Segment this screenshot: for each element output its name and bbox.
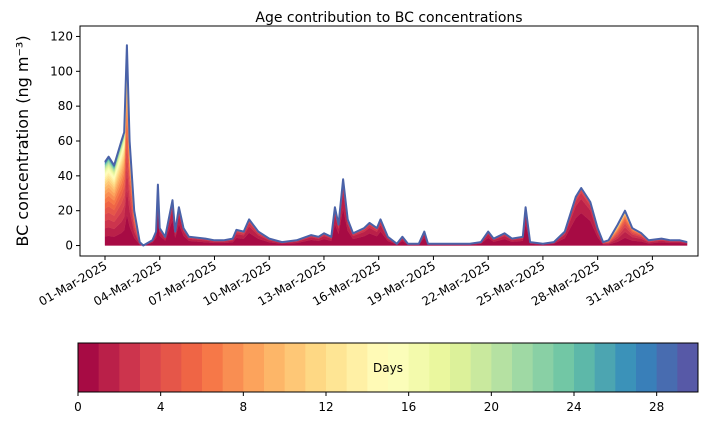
age-layer-23-days bbox=[104, 47, 688, 246]
colorbar-bin-6 bbox=[202, 343, 224, 392]
age-layer-5-days bbox=[104, 117, 688, 246]
colorbar-bin-12 bbox=[326, 343, 348, 392]
colorbar-bin-15 bbox=[388, 343, 410, 392]
colorbar-bin-26 bbox=[615, 343, 637, 392]
colorbar-bin-22 bbox=[532, 343, 554, 392]
y-tick-label: 120 bbox=[50, 29, 73, 43]
colorbar-tick-label: 28 bbox=[649, 400, 664, 414]
colorbar-tick-label: 0 bbox=[74, 400, 82, 414]
x-axis: 01-Mar-202504-Mar-202507-Mar-202510-Mar-… bbox=[36, 256, 657, 309]
colorbar-bin-3 bbox=[140, 343, 162, 392]
colorbar-bin-27 bbox=[636, 343, 658, 392]
age-layer-3-days bbox=[104, 147, 688, 246]
age-layer-7-days bbox=[104, 96, 688, 246]
age-layer-15-days bbox=[104, 57, 688, 246]
colorbar-bin-23 bbox=[553, 343, 575, 392]
y-tick-label: 80 bbox=[58, 99, 73, 113]
colorbar-bin-1 bbox=[98, 343, 120, 392]
age-layer-18-days bbox=[104, 52, 688, 246]
colorbar-bin-18 bbox=[450, 343, 472, 392]
chart-title: Age contribution to BC concentrations bbox=[255, 10, 522, 26]
colorbar-bin-7 bbox=[222, 343, 244, 392]
colorbar-tick-label: 8 bbox=[240, 400, 248, 414]
age-layer-25-days bbox=[104, 46, 688, 246]
age-layer-20-days bbox=[104, 49, 688, 246]
age-layer-9-days bbox=[104, 81, 688, 246]
colorbar-bin-13 bbox=[346, 343, 368, 392]
colorbar-bin-0 bbox=[78, 343, 100, 392]
age-layer-27-days bbox=[104, 45, 688, 246]
y-axis: 0 20 40 60 80 100 120 bbox=[50, 29, 80, 253]
total-concentration-line bbox=[104, 44, 688, 247]
colorbar-bin-20 bbox=[491, 343, 513, 392]
colorbar-bin-10 bbox=[284, 343, 306, 392]
age-layer-8-days bbox=[104, 88, 688, 246]
colorbar-bin-2 bbox=[119, 343, 141, 392]
age-layer-21-days bbox=[104, 48, 688, 246]
age-layer-11-days bbox=[104, 71, 688, 246]
y-tick-label: 60 bbox=[58, 134, 73, 148]
age-layer-17-days bbox=[104, 53, 688, 246]
y-tick-label: 0 bbox=[65, 239, 73, 253]
colorbar-tick-label: 20 bbox=[484, 400, 499, 414]
colorbar-bin-17 bbox=[429, 343, 451, 392]
colorbar-bin-24 bbox=[574, 343, 596, 392]
y-tick-label: 40 bbox=[58, 169, 73, 183]
colorbar-bin-9 bbox=[264, 343, 286, 392]
age-layer-19-days bbox=[104, 50, 688, 246]
plot-area bbox=[104, 44, 688, 247]
colorbar-tick-label: 24 bbox=[566, 400, 581, 414]
colorbar-bin-4 bbox=[160, 343, 182, 392]
age-layer-4-days bbox=[104, 131, 688, 246]
colorbar-bin-19 bbox=[470, 343, 492, 392]
age-layer-13-days bbox=[104, 63, 688, 246]
colorbar-bin-14 bbox=[367, 343, 389, 392]
age-layer-28-days bbox=[104, 45, 688, 246]
colorbar-bin-11 bbox=[305, 343, 327, 392]
age-layer-6-days bbox=[104, 106, 688, 246]
colorbar-tick-label: 4 bbox=[157, 400, 165, 414]
age-layer-12-days bbox=[104, 66, 688, 246]
age-layer-24-days bbox=[104, 46, 688, 246]
colorbar-bin-25 bbox=[594, 343, 616, 392]
colorbar-frame bbox=[77, 342, 699, 393]
age-layer-22-days bbox=[104, 48, 688, 246]
colorbar-bin-29 bbox=[677, 343, 699, 392]
age-layer-14-days bbox=[104, 60, 688, 246]
y-axis-label: BC concentration (ng m⁻³) bbox=[13, 35, 32, 246]
colorbar-label: Days bbox=[373, 361, 403, 375]
age-layer-10-days bbox=[104, 76, 688, 246]
age-layer-16-days bbox=[104, 55, 688, 246]
age-layer-29-days bbox=[104, 45, 688, 246]
colorbar-tick-label: 16 bbox=[401, 400, 416, 414]
y-tick-label: 100 bbox=[50, 64, 73, 78]
colorbar-bin-16 bbox=[408, 343, 430, 392]
colorbar-bin-8 bbox=[243, 343, 265, 392]
colorbar: 0 4 8 12 16 20 24 28 bbox=[74, 342, 699, 414]
colorbar-bin-5 bbox=[181, 343, 203, 392]
y-tick-label: 20 bbox=[58, 204, 73, 218]
colorbar-bin-28 bbox=[656, 343, 678, 392]
colorbar-bin-21 bbox=[512, 343, 534, 392]
age-layer-26-days bbox=[104, 45, 688, 246]
colorbar-tick-label: 12 bbox=[318, 400, 333, 414]
